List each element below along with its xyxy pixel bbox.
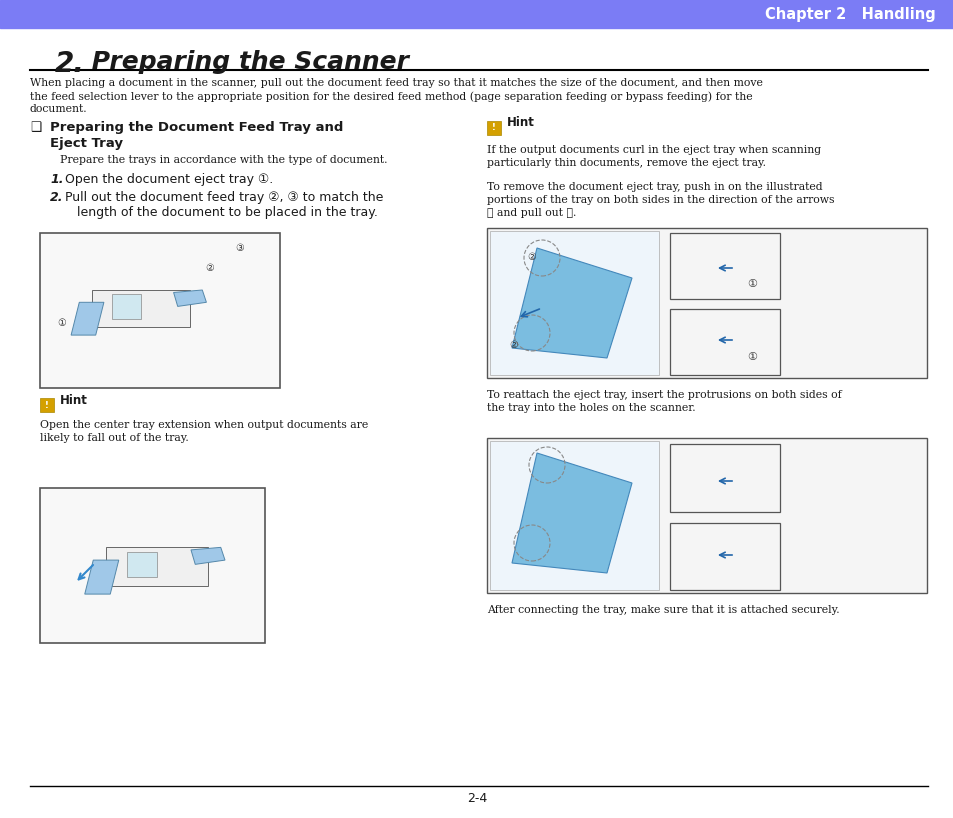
Bar [486,228,926,378]
Polygon shape [106,547,208,586]
Text: the feed selection lever to the appropriate position for the desired feed method: the feed selection lever to the appropri… [30,91,752,101]
Text: Hint: Hint [506,116,535,129]
Bar [669,309,780,375]
Text: If the output documents curl in the eject tray when scanning: If the output documents curl in the ejec… [486,145,821,155]
Text: ①: ① [747,279,757,289]
Bar [669,523,780,590]
Bar [40,488,265,643]
Text: ①: ① [57,318,67,328]
Polygon shape [512,248,631,358]
Text: 2-4: 2-4 [466,792,487,804]
Text: likely to fall out of the tray.: likely to fall out of the tray. [40,433,189,443]
Polygon shape [173,290,206,307]
Bar [0,0,953,28]
Bar [490,441,659,590]
Text: Preparing the Scanner: Preparing the Scanner [83,50,409,74]
Bar [669,444,780,512]
Text: After connecting the tray, make sure that it is attached securely.: After connecting the tray, make sure tha… [486,605,839,615]
Polygon shape [71,303,104,335]
Text: 1.: 1. [50,173,64,186]
Text: Eject Tray: Eject Tray [50,137,123,150]
Text: ①: ① [747,352,757,362]
Bar [40,233,280,388]
Text: Prepare the trays in accordance with the type of document.: Prepare the trays in accordance with the… [60,155,387,165]
Polygon shape [512,453,631,573]
Text: 2.: 2. [55,50,85,78]
Text: Open the document eject tray ①.: Open the document eject tray ①. [65,173,273,186]
Bar [486,438,926,593]
Text: To reattach the eject tray, insert the protrusions on both sides of: To reattach the eject tray, insert the p… [486,390,841,400]
Polygon shape [191,547,225,564]
Polygon shape [91,290,190,327]
Text: the tray into the holes on the scanner.: the tray into the holes on the scanner. [486,403,695,413]
Text: !: ! [492,124,496,133]
Text: Preparing the Document Feed Tray and: Preparing the Document Feed Tray and [50,121,343,134]
Text: ① and pull out ②.: ① and pull out ②. [486,208,576,218]
Bar [112,294,141,319]
Bar [127,551,157,578]
Text: Hint: Hint [60,393,88,407]
Text: portions of the tray on both sides in the direction of the arrows: portions of the tray on both sides in th… [486,195,834,205]
Bar [40,398,54,412]
Bar [669,233,780,299]
Text: ②: ② [526,252,536,262]
Text: Chapter 2   Handling: Chapter 2 Handling [764,7,935,21]
Text: Pull out the document feed tray ②, ③ to match the: Pull out the document feed tray ②, ③ to … [65,191,383,204]
Bar [490,231,659,375]
Text: ②: ② [509,340,517,350]
Polygon shape [85,560,118,594]
Text: ②: ② [206,263,214,273]
Text: 2.: 2. [50,191,64,204]
Text: document.: document. [30,104,88,114]
Text: ❑: ❑ [30,121,41,134]
Text: ③: ③ [235,243,244,253]
Bar [486,121,500,135]
Text: length of the document to be placed in the tray.: length of the document to be placed in t… [77,206,377,219]
Text: To remove the document eject tray, push in on the illustrated: To remove the document eject tray, push … [486,182,821,192]
Text: particularly thin documents, remove the eject tray.: particularly thin documents, remove the … [486,158,765,168]
Text: !: ! [45,401,49,410]
Text: Open the center tray extension when output documents are: Open the center tray extension when outp… [40,420,368,430]
Text: When placing a document in the scanner, pull out the document feed tray so that : When placing a document in the scanner, … [30,78,762,88]
